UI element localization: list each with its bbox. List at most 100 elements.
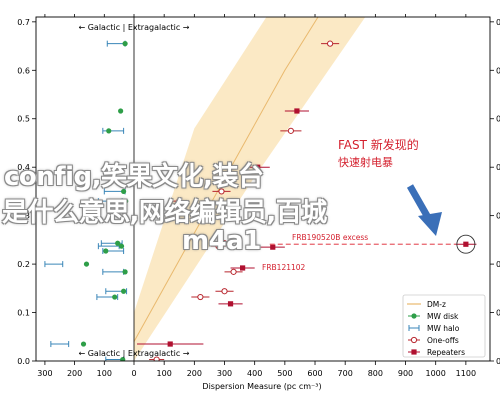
y-tick-label-right: 0.2 <box>496 260 500 269</box>
one-off-marker <box>153 356 160 361</box>
one-off-marker <box>221 288 228 295</box>
mw-disk-point <box>122 269 128 275</box>
one-off-marker <box>215 243 222 250</box>
frb190520b-circle <box>456 234 476 254</box>
mw-disk-point <box>123 198 129 204</box>
legend-entry: One-offs <box>408 336 459 345</box>
legend-disk-swatch <box>411 313 417 319</box>
legend-label: MW halo <box>427 324 460 333</box>
annotation-fast-line1: FAST 新发现的 <box>338 137 419 152</box>
one-off-point <box>224 268 243 275</box>
mw-disk-point <box>121 288 127 294</box>
mw-halo-point <box>106 40 126 47</box>
repeater-marker <box>240 265 246 271</box>
x-tick-label: 300 <box>37 369 52 378</box>
legend-entry: MW disk <box>408 312 459 321</box>
y-tick-label-right: 0.1 <box>496 309 500 318</box>
annotation-fast-line2: 快速射电暴 <box>338 155 393 169</box>
one-off-marker <box>176 198 183 205</box>
x-tick-label: 600 <box>307 369 322 378</box>
one-off-marker <box>221 240 228 247</box>
one-off-marker <box>197 293 204 301</box>
legend-label: DM-z <box>427 300 446 309</box>
legend-label: MW disk <box>427 312 459 321</box>
mw-disk-point <box>120 356 126 361</box>
repeater-point <box>260 244 285 250</box>
y-tick-label: 0.1 <box>17 309 30 318</box>
repeater-marker <box>255 164 261 170</box>
one-off-marker <box>230 268 237 275</box>
x-tick-label: 400 <box>247 369 262 378</box>
x-tick-label: 700 <box>338 369 353 378</box>
y-tick-label-right: 0.5 <box>496 115 500 124</box>
x-tick-label: 300 <box>217 369 232 378</box>
x-tick-label: 1100 <box>456 369 476 378</box>
bottom-galactic-label: ← Galactic | Extragalactic → <box>78 349 189 358</box>
mw-halo-point <box>50 341 70 348</box>
x-tick-label: 100 <box>97 369 112 378</box>
mw-disk-point <box>80 341 87 347</box>
x-tick-label: 900 <box>398 369 413 378</box>
legend-repeater-swatch <box>411 349 417 355</box>
repeater-point <box>245 164 270 170</box>
one-off-point <box>280 127 302 134</box>
x-tick-label: 0 <box>131 369 136 378</box>
legend-entry: MW halo <box>408 324 460 333</box>
mw-halo-point <box>97 198 123 205</box>
one-off-marker <box>287 127 294 134</box>
legend-label: One-offs <box>427 336 459 345</box>
y-tick-label: 0.3 <box>17 212 30 221</box>
repeater-marker <box>294 108 300 114</box>
mw-disk-point <box>121 188 127 195</box>
mw-disk-point <box>115 240 121 246</box>
y-tick-label: 0.4 <box>17 163 30 172</box>
y-tick-label: 0.2 <box>17 260 30 269</box>
repeater-marker <box>270 244 276 250</box>
x-tick-label: 1000 <box>426 369 446 378</box>
y-tick-label: 0.6 <box>17 66 30 75</box>
repeater-point <box>284 108 309 114</box>
y-tick-label-right: 0.3 <box>496 212 500 221</box>
mw-disk-point <box>118 108 124 114</box>
repeater-point <box>218 301 243 307</box>
legend-entry: Repeaters <box>408 348 465 357</box>
legend-label: Repeaters <box>427 348 465 357</box>
mw-disk-point <box>106 128 112 134</box>
one-off-point <box>191 293 210 301</box>
fast-arrow <box>406 184 442 236</box>
repeater-marker <box>167 341 173 347</box>
mw-disk-point <box>103 248 109 254</box>
fast-arrow-head <box>418 212 442 236</box>
top-galactic-label: ← Galactic | Extragalactic → <box>78 23 189 32</box>
mw-halo-point <box>44 261 64 268</box>
dmz-band <box>134 17 366 361</box>
annotation-frb121102: FRB121102 <box>262 263 306 272</box>
one-off-marker <box>218 188 225 195</box>
mw-halo-point <box>102 268 125 275</box>
y-tick-label: 0.7 <box>17 18 30 27</box>
mw-disk-point <box>122 41 128 47</box>
mw-halo-point <box>102 127 125 134</box>
y-tick-label: 0.5 <box>17 115 30 124</box>
plot-area <box>44 17 477 361</box>
repeater-marker <box>227 301 234 307</box>
repeater-point <box>230 265 255 271</box>
mw-disk-point <box>83 261 90 267</box>
y-tick-label-right: 0.0 <box>496 357 500 366</box>
y-tick-label-right: 0.7 <box>496 18 500 27</box>
x-tick-label: 100 <box>157 369 172 378</box>
legend: DM-z MW disk MW halo One-offs Repeaters <box>402 294 486 358</box>
plot-frame <box>35 16 491 362</box>
x-tick-label: 200 <box>67 369 82 378</box>
legend-oneoff-swatch <box>410 336 418 344</box>
annotation-frb190520b: FRB190520B excess <box>292 233 368 242</box>
y-tick-label-right: 0.4 <box>496 163 500 172</box>
legend-box <box>402 294 486 358</box>
repeater-point <box>137 341 204 347</box>
dmz-line <box>133 17 319 342</box>
one-off-marker <box>327 40 334 47</box>
mw-disk-point <box>118 243 125 249</box>
x-tick-label: 800 <box>368 369 383 378</box>
